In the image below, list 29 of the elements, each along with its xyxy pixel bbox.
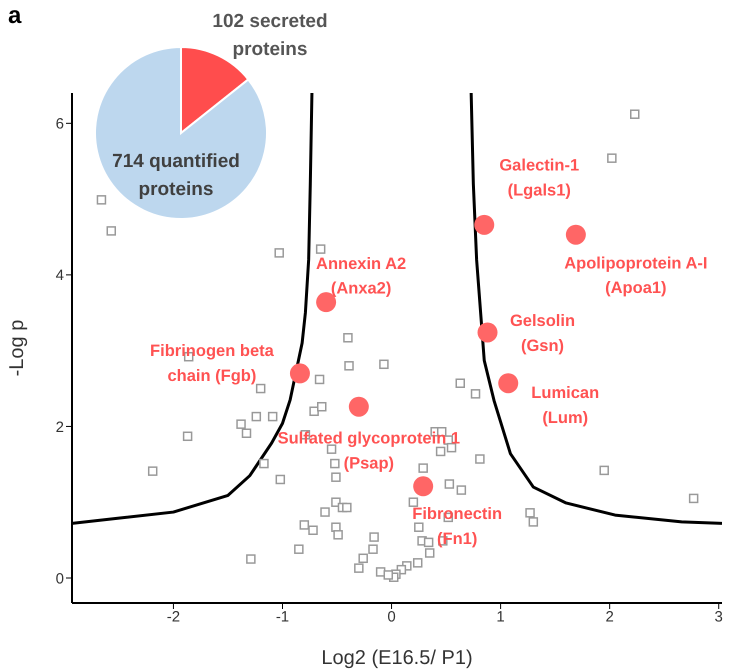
x-tick-label: 0: [387, 608, 396, 626]
x-tick-label: 3: [714, 608, 723, 626]
x-tick-label: 1: [496, 608, 505, 626]
annotation: Apolipoprotein A-I (Apoa1): [564, 254, 708, 298]
point: [566, 224, 586, 245]
x-axis-title: Log2 (E16.5/ P1): [321, 647, 473, 669]
point: [498, 373, 518, 394]
y-axis-title: -Log p: [6, 320, 28, 376]
y-tick-label: 0: [56, 570, 64, 588]
point: [290, 363, 310, 384]
x-tick-label: -2: [166, 608, 180, 626]
point: [474, 214, 494, 235]
y-tick-label: 6: [56, 116, 64, 133]
annotation: Gelsolin (Gsn): [510, 312, 576, 355]
point: [478, 322, 498, 342]
annotation: Annexin A2 (Anxa2): [316, 254, 406, 298]
slice-label: 714 quantified proteins: [112, 151, 240, 200]
x-tick-label: 2: [605, 608, 614, 626]
point: [348, 396, 369, 417]
point: [413, 476, 434, 496]
annotation: Fibronectin (Fn1): [412, 505, 502, 548]
y-tick-label: 4: [56, 267, 64, 284]
annotation: Lumican (Lum): [531, 384, 600, 427]
annotation: Fibrinogen beta chain (Fgb): [150, 342, 275, 385]
annotation: Galectin-1 (Lgals1): [499, 156, 580, 200]
x-tick-label: -1: [276, 608, 290, 626]
text: a: [8, 2, 22, 30]
slice-label: 102 secreted proteins: [212, 11, 328, 60]
y-tick-label: 2: [56, 418, 64, 436]
